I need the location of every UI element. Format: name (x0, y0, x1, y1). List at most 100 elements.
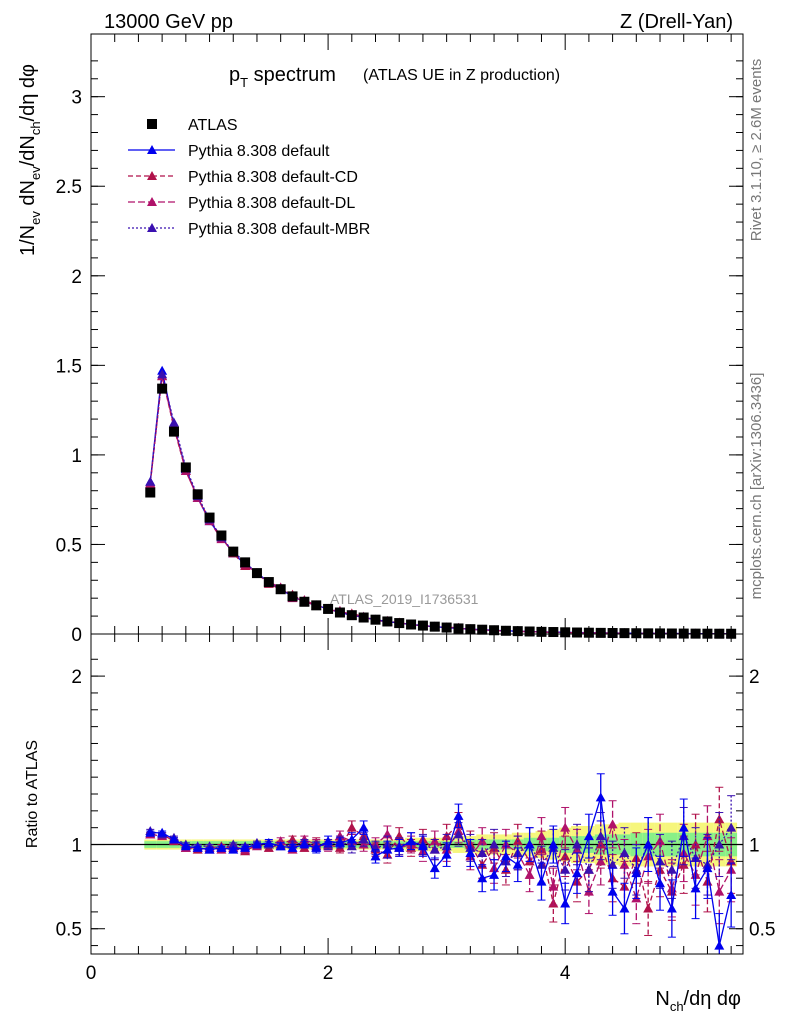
legend-label: ATLAS (188, 117, 238, 134)
ratio-point-default (666, 903, 677, 913)
ratio-point-cd (346, 822, 357, 832)
legend-label: Pythia 8.308 default-DL (188, 195, 355, 212)
ratio-point-cd (643, 903, 654, 913)
ratio-point-default (489, 869, 500, 879)
ratio-y-tick-label: 1 (71, 836, 82, 857)
data-point (394, 618, 405, 629)
data-point (168, 426, 179, 437)
ratio-point-default (406, 836, 417, 846)
ratio-point-mbr (358, 834, 369, 844)
legend-label: Pythia 8.308 default (188, 143, 330, 160)
data-point (192, 489, 203, 500)
data-point (477, 624, 488, 635)
ratio-point-default (145, 827, 156, 837)
legend: ATLAS Pythia 8.308 default Pythia 8.308 de… (128, 117, 370, 238)
ratio-y-tick-label-right: 2 (749, 667, 760, 688)
ratio-point-default (275, 841, 286, 851)
data-point (180, 462, 191, 473)
data-point (251, 568, 262, 579)
ratio-y-tick-label: 0.5 (56, 920, 82, 941)
ratio-point-mbr (619, 847, 630, 857)
ratio-point-mbr (228, 839, 239, 849)
ratio-point-mbr (560, 864, 571, 874)
series-point-mbr (145, 476, 156, 486)
ratio-point-default (370, 851, 381, 861)
y-tick-label: 3 (71, 88, 82, 109)
y-tick-label: 0.5 (56, 535, 82, 556)
ratio-panel: 0.5 0.5 1 1 2 2 (56, 633, 775, 955)
series-point-mbr (157, 369, 168, 379)
ratio-point-default (453, 810, 464, 820)
ratio-point-default (263, 837, 274, 847)
data-point (382, 616, 393, 627)
ratio-point-dl (595, 856, 606, 866)
data-point (524, 626, 535, 637)
ratio-point-mbr (477, 847, 488, 857)
ratio-point-default (299, 839, 310, 849)
ratio-point-cd (714, 814, 725, 824)
legend-label: Pythia 8.308 default-CD (188, 169, 358, 186)
y-tick-label: 0 (71, 625, 82, 646)
ratio-point-default (607, 886, 618, 896)
ratio-point-default (477, 873, 488, 883)
ratio-point-mbr (583, 864, 594, 874)
data-point (429, 621, 440, 632)
ratio-point-dl (607, 819, 618, 829)
ratio-point-mbr (607, 859, 618, 869)
legend-marker-cd (147, 171, 157, 180)
ratio-point-cd (560, 851, 571, 861)
ratio-point-mbr (666, 864, 677, 874)
ratio-y-tick-label-right: 1 (749, 836, 760, 857)
ratio-point-mbr (726, 822, 737, 832)
data-point (334, 607, 345, 618)
ratio-point-default (512, 859, 523, 869)
x-tick-label: 0 (86, 963, 97, 984)
legend-marker-data (147, 119, 157, 129)
data-point (240, 557, 251, 568)
ratio-point-mbr (595, 831, 606, 841)
ratio-point-default (441, 849, 452, 859)
y-tick-label: 2.5 (56, 177, 82, 198)
data-point (370, 614, 381, 625)
ratio-point-default (619, 903, 630, 913)
y-tick-label: 1.5 (56, 356, 82, 377)
legend-label: Pythia 8.308 default-MBR (188, 221, 370, 238)
x-axis-ticks: 0 2 4 (86, 34, 732, 984)
ratio-point-default (583, 831, 594, 841)
data-point (595, 627, 606, 638)
ratio-y-label: Ratio to ATLAS (24, 740, 41, 848)
ratio-point-default (714, 940, 725, 950)
ratio-point-default (157, 827, 168, 837)
ratio-point-default (192, 842, 203, 852)
main-panel: 0 0.5 1 1.5 2 2.5 3 (56, 33, 744, 646)
ratio-point-default (702, 863, 713, 873)
data-point (287, 591, 298, 602)
ratio-point-default (690, 883, 701, 893)
data-point (346, 610, 357, 621)
data-point (311, 600, 322, 611)
ratio-y-ticks: 0.5 0.5 1 1 2 2 (56, 658, 775, 947)
ratio-y-tick-label-right: 0.5 (749, 920, 775, 941)
mcplots-label: mcplots.cern.ch [arXiv:1306.3436] (748, 373, 765, 600)
ratio-point-dl (655, 836, 666, 846)
ratio-point-default (465, 847, 476, 857)
ratio-point-default (240, 842, 251, 852)
ratio-point-default (572, 868, 583, 878)
data-point (453, 623, 464, 634)
ratio-point-dl (536, 831, 547, 841)
series-point-mbr (168, 417, 179, 427)
data-point (666, 628, 677, 639)
data-point (228, 546, 239, 557)
ratio-point-default (216, 842, 227, 852)
data-point (643, 628, 654, 639)
legend-marker-dl (147, 197, 157, 206)
y-tick-label: 2 (71, 267, 82, 288)
data-point (417, 620, 428, 631)
plot-title: pT spectrum (ATLAS UE in Z production) (229, 64, 560, 90)
ratio-point-dl (560, 822, 571, 832)
x-tick-label: 2 (323, 963, 334, 984)
ratio-point-default (595, 792, 606, 802)
ratio-point-default (394, 842, 405, 852)
ratio-point-default (500, 851, 511, 861)
